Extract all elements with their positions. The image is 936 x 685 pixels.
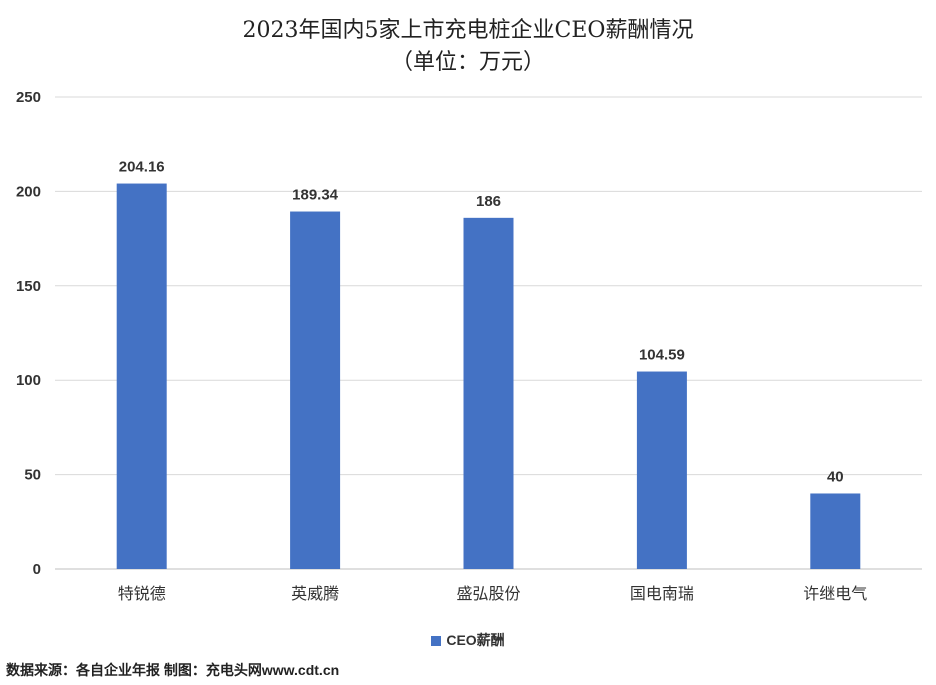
chart-subtitle: （单位：万元）: [390, 50, 545, 75]
y-tick-label: 100: [16, 372, 41, 389]
chart-title: 2023年国内5家上市充电桩企业CEO薪酬情况: [242, 18, 694, 43]
data-label: 104.59: [639, 347, 685, 364]
bar: [810, 493, 861, 569]
y-tick-label: 250: [16, 89, 41, 106]
source-note: 数据来源：各自企业年报 制图：充电头网www.cdt.cn: [6, 662, 340, 678]
data-label: 189.34: [292, 187, 339, 204]
bar: [463, 217, 514, 569]
bar: [636, 371, 687, 569]
data-label: 40: [827, 468, 844, 485]
y-tick-label: 150: [16, 278, 41, 295]
data-label: 186: [476, 193, 501, 210]
y-tick-label: 200: [16, 183, 41, 200]
legend: CEO薪酬: [0, 630, 936, 650]
bar: [116, 183, 167, 570]
data-label: 204.16: [119, 159, 165, 176]
legend-label: CEO薪酬: [446, 632, 505, 648]
y-tick-label: 0: [33, 561, 41, 578]
x-tick-label: 许继电气: [803, 584, 867, 603]
x-tick-label: 国电南瑞: [630, 584, 694, 603]
y-tick-label: 50: [24, 467, 41, 484]
bar: [290, 211, 341, 570]
legend-swatch: [431, 636, 442, 646]
x-tick-label: 盛弘股份: [456, 584, 520, 603]
x-tick-label: 英威腾: [291, 584, 339, 603]
x-tick-label: 特锐德: [118, 584, 166, 603]
